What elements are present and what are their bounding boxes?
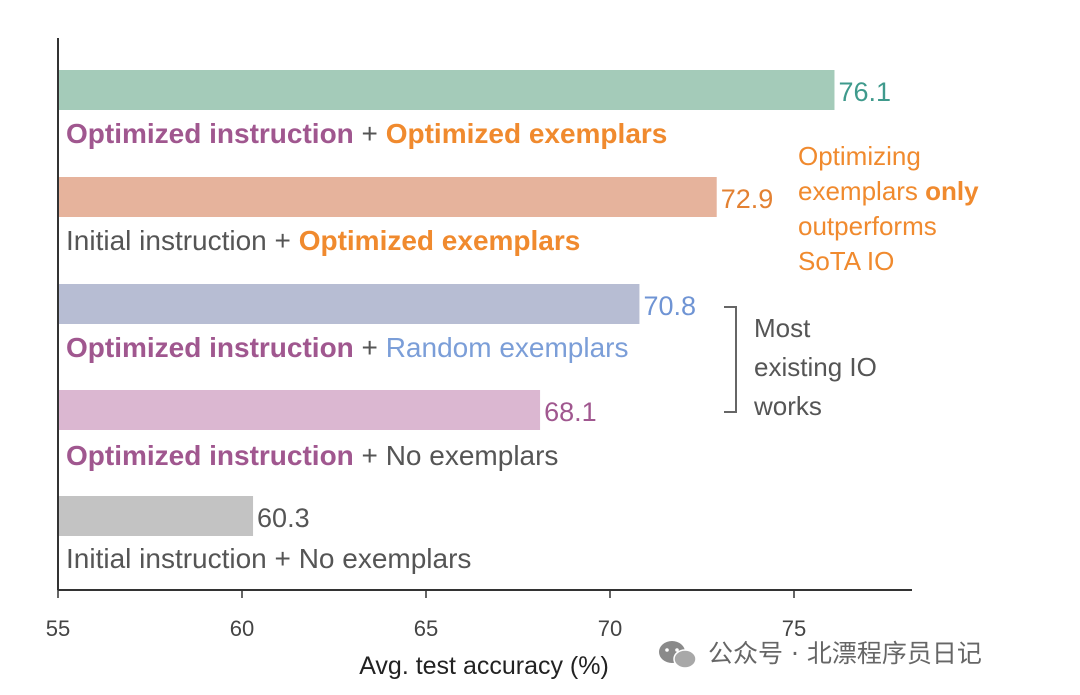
x-axis-title: Avg. test accuracy (%) [359, 652, 609, 680]
label-part: No exemplars [386, 440, 559, 471]
wechat-icon [659, 641, 697, 669]
bar-value-label: 60.3 [257, 503, 310, 533]
bar-category-label: Optimized instruction + Random exemplars [66, 332, 628, 363]
label-part: No exemplars [299, 543, 472, 574]
annotation-part: SoTA IO [798, 246, 894, 276]
annotation-part: only [925, 176, 979, 206]
annotation-line: SoTA IO [798, 246, 894, 276]
bar [58, 390, 541, 430]
annotation-line: outperforms [798, 211, 937, 241]
label-part: Optimized exemplars [299, 225, 581, 256]
annotation-line: Most [754, 313, 811, 343]
x-tick-label: 75 [782, 616, 806, 641]
label-part: + [267, 543, 299, 574]
x-tick-label: 65 [414, 616, 438, 641]
annotations-layer: Optimizing exemplars only outperforms SoTA … [724, 141, 979, 421]
label-part: + [354, 332, 386, 363]
label-part: Optimized instruction [66, 118, 354, 149]
label-part: Random exemplars [386, 332, 629, 363]
label-part: + [354, 440, 386, 471]
x-tick-label: 55 [46, 616, 70, 641]
label-part: Optimized instruction [66, 332, 354, 363]
bar-value-label: 76.1 [838, 77, 891, 107]
label-part: Initial instruction [66, 225, 267, 256]
label-part: Optimized exemplars [386, 118, 668, 149]
x-axis: 55 60 65 70 75 [46, 38, 912, 641]
annotation-part: Optimizing [798, 141, 921, 171]
bar-value-label: 68.1 [544, 397, 597, 427]
x-tick-label: 60 [230, 616, 254, 641]
annotation-part: outperforms [798, 211, 937, 241]
annotation-part: existing IO [754, 352, 877, 382]
bars-layer [58, 70, 835, 536]
label-part: + [267, 225, 299, 256]
bar-value-label: 70.8 [643, 291, 696, 321]
bar-value-label: 72.9 [721, 184, 774, 214]
annotation-line: exemplars only [798, 176, 979, 206]
annotation-part: works [753, 391, 822, 421]
bar-category-label: Initial instruction + Optimized exemplar… [66, 225, 580, 256]
annotation-line: works [753, 391, 822, 421]
annotation-line: Optimizing [798, 141, 921, 171]
annotation-bracket [724, 306, 737, 413]
bar-category-label: Optimized instruction + No exemplars [66, 440, 558, 471]
label-part: Initial instruction [66, 543, 267, 574]
bar-category-label: Initial instruction + No exemplars [66, 543, 471, 574]
bar [58, 177, 717, 217]
annotation-part: Most [754, 313, 811, 343]
annotation-part: exemplars [798, 176, 925, 206]
label-part: Optimized instruction [66, 440, 354, 471]
bar-labels-layer: 76.1 Optimized instruction + Optimized ex… [66, 77, 891, 574]
label-part: + [354, 118, 386, 149]
bar-category-label: Optimized instruction + Optimized exempl… [66, 118, 667, 149]
watermark-text: 公众号 · 北漂程序员日记 [708, 639, 982, 668]
annotation-line: existing IO [754, 352, 877, 382]
bar [58, 496, 254, 536]
watermark: 公众号 · 北漂程序员日记 [659, 639, 982, 669]
x-tick-label: 70 [598, 616, 622, 641]
bar [58, 284, 640, 324]
bar [58, 70, 835, 110]
